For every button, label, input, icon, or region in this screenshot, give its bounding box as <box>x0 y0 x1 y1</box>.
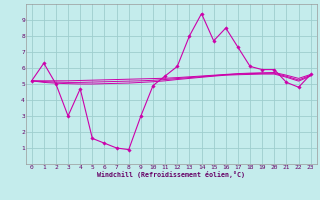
X-axis label: Windchill (Refroidissement éolien,°C): Windchill (Refroidissement éolien,°C) <box>97 171 245 178</box>
